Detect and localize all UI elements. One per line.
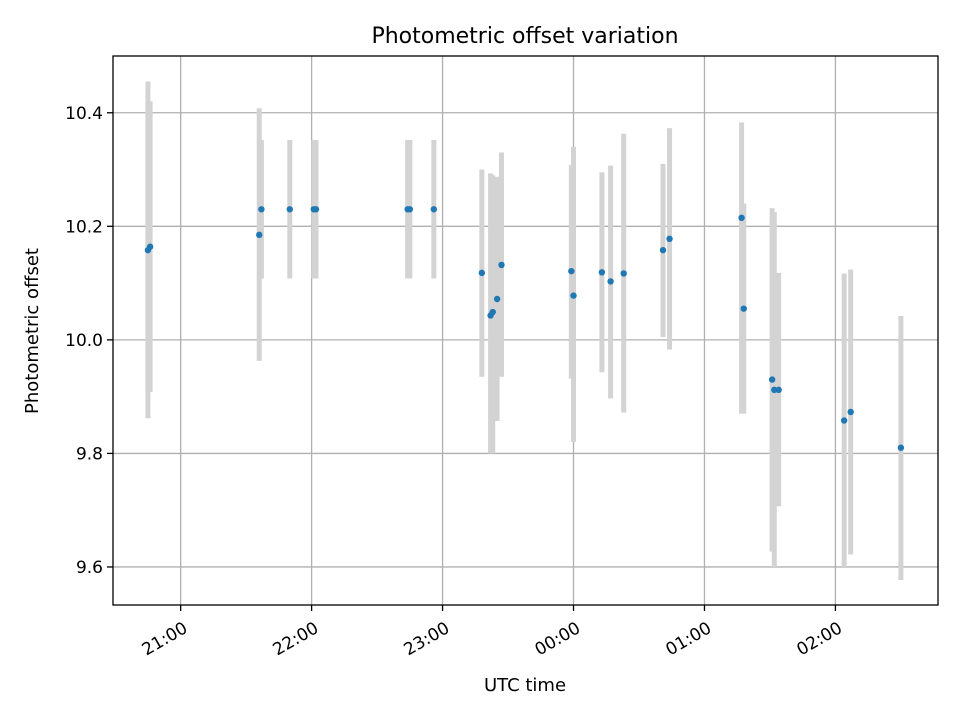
y-tick-label: 10.2: [65, 217, 103, 237]
data-point: [620, 270, 627, 277]
point-layer: [144, 206, 905, 451]
data-point: [740, 305, 747, 312]
data-point: [607, 278, 614, 285]
data-point: [568, 267, 575, 275]
x-tick-label: 00:00: [532, 618, 584, 660]
data-point: [570, 292, 577, 299]
x-tick-label: 01:00: [663, 618, 715, 660]
x-tick-label: 21:00: [139, 618, 191, 660]
tick-layer: 9.6 9.8 10.0 10.2 10.4 21:00 22:00 23:00 00:00 01…: [65, 104, 846, 660]
x-tick-label: 02:00: [793, 618, 845, 660]
y-tick-label: 9.8: [76, 444, 103, 464]
data-point: [406, 206, 414, 213]
data-point: [598, 269, 606, 276]
x-tick-label: 23:00: [401, 618, 453, 660]
data-point: [478, 269, 486, 277]
grid-layer: [113, 56, 938, 605]
data-point: [666, 235, 673, 243]
data-point: [430, 206, 438, 213]
x-axis-label: UTC time: [484, 675, 566, 696]
data-point: [312, 206, 320, 213]
y-tick-label: 9.6: [76, 558, 103, 578]
errorbar-layer: [145, 81, 904, 581]
data-point: [775, 386, 782, 394]
data-point: [489, 308, 496, 316]
data-point: [286, 206, 293, 213]
data-point: [847, 408, 854, 416]
plot-frame: [112, 55, 939, 606]
y-tick-label: 10.4: [65, 104, 103, 124]
data-point: [258, 206, 265, 213]
data-point: [897, 444, 905, 451]
data-point: [146, 243, 154, 250]
x-tick-label: 22:00: [270, 618, 322, 660]
chart-title: Photometric offset variation: [371, 24, 678, 49]
data-point: [498, 261, 505, 269]
y-axis-label: Photometric offset: [22, 248, 43, 414]
y-tick-label: 10.0: [65, 331, 103, 351]
data-point: [659, 246, 667, 254]
data-point: [256, 231, 263, 239]
data-point: [738, 214, 745, 222]
data-point: [768, 376, 776, 383]
data-point: [840, 417, 848, 424]
data-point: [493, 295, 501, 303]
